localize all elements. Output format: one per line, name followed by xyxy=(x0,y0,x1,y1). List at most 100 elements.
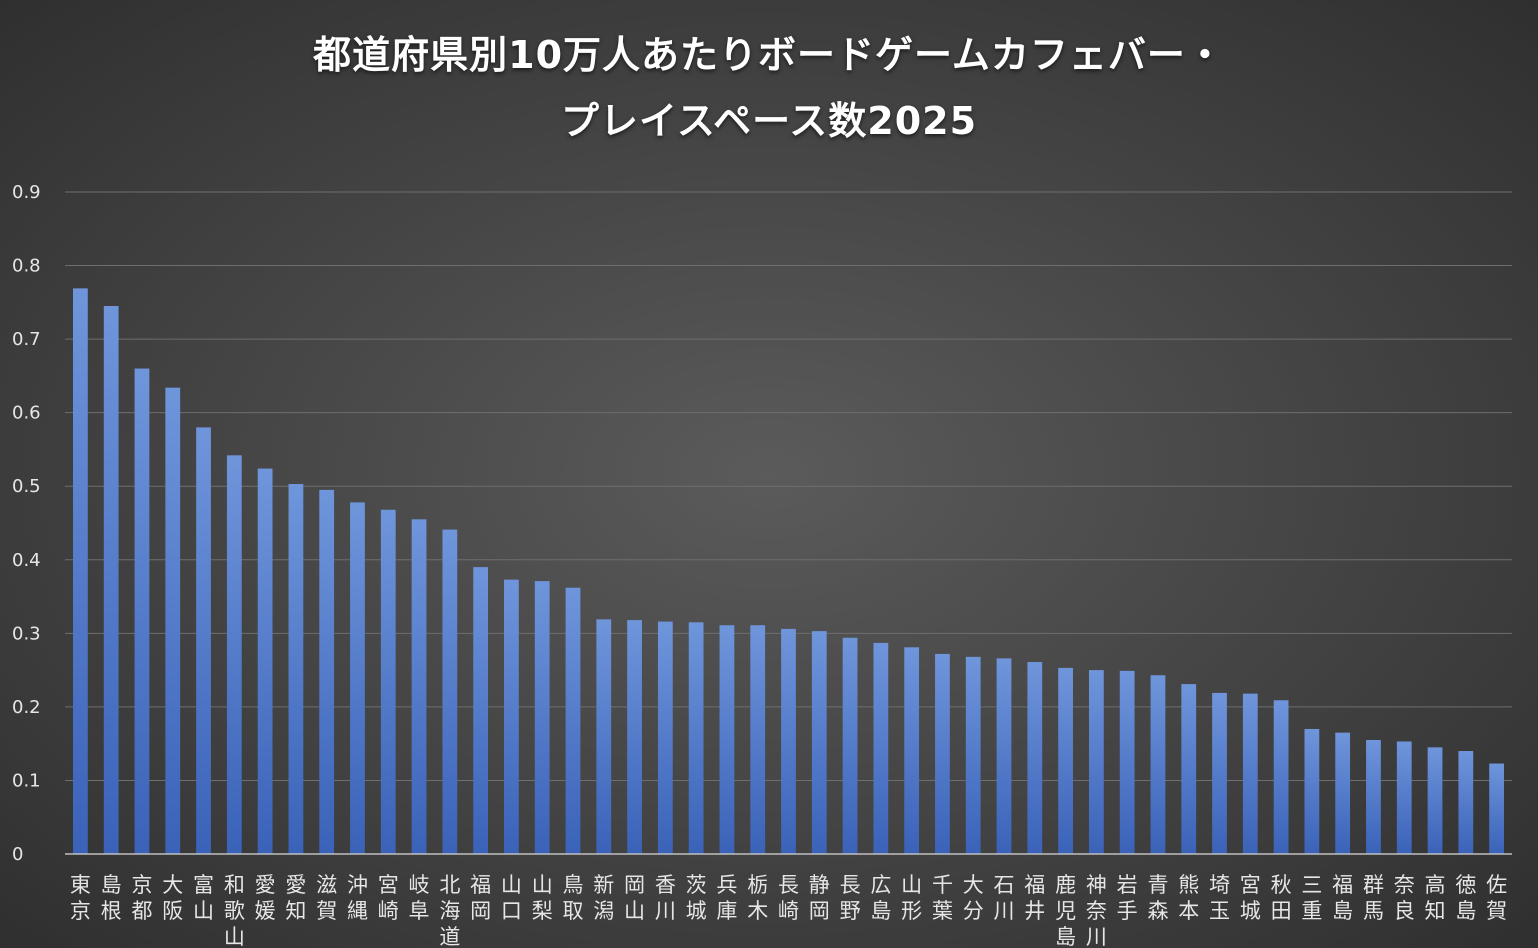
x-tick-label: 岐阜 xyxy=(409,873,430,923)
bar-高知 xyxy=(1427,747,1443,854)
bar-青森 xyxy=(1150,675,1166,854)
x-tick-label: 大阪 xyxy=(162,873,183,923)
x-tick-label: 三重 xyxy=(1301,873,1322,923)
x-tick-label: 滋賀 xyxy=(316,873,337,923)
bar-茨城 xyxy=(688,622,704,854)
bar-沖縄 xyxy=(350,502,365,854)
x-tick-label: 高知 xyxy=(1425,873,1446,923)
x-tick-label: 広島 xyxy=(870,873,891,923)
bar-岐阜 xyxy=(411,519,427,854)
bar-熊本 xyxy=(1181,684,1197,854)
bar-長崎 xyxy=(781,628,796,854)
x-tick-label: 富山 xyxy=(193,873,214,923)
bar-秋田 xyxy=(1273,700,1289,854)
bar-岩手 xyxy=(1119,670,1135,854)
x-tick-label: 大分 xyxy=(963,873,984,923)
bar-栃木 xyxy=(750,625,766,854)
x-tick-label: 岡山 xyxy=(624,873,645,923)
y-tick-label: 0.6 xyxy=(12,403,41,424)
x-tick-label: 神奈川 xyxy=(1086,873,1107,948)
x-tick-label: 宮城 xyxy=(1240,873,1261,923)
bar-愛媛 xyxy=(257,468,273,854)
y-tick-label: 0.8 xyxy=(12,256,41,277)
bar-香川 xyxy=(657,621,673,854)
bar-千葉 xyxy=(935,653,950,854)
y-tick-label: 0.1 xyxy=(12,770,41,791)
bars xyxy=(73,288,1504,854)
chart-title-line-2: プレイスペース数2025 xyxy=(560,99,978,143)
bar-佐賀 xyxy=(1489,763,1504,854)
bar-岡山 xyxy=(627,620,642,854)
x-tick-label: 山口 xyxy=(501,873,522,923)
bar-福井 xyxy=(1027,662,1043,854)
x-tick-label: 岩手 xyxy=(1117,873,1138,923)
y-tick-label: 0.9 xyxy=(12,182,41,203)
x-tick-label: 静岡 xyxy=(809,873,830,923)
bar-宮崎 xyxy=(380,509,396,854)
x-tick-label: 群馬 xyxy=(1363,873,1384,923)
bar-徳島 xyxy=(1458,751,1474,854)
bar-群馬 xyxy=(1366,739,1381,854)
bar-愛知 xyxy=(288,484,304,854)
x-tick-label: 新潟 xyxy=(593,873,614,923)
y-tick-label: 0.7 xyxy=(12,329,41,350)
x-tick-label: 福島 xyxy=(1332,873,1353,923)
x-tick-label: 山形 xyxy=(901,873,922,923)
x-tick-label: 東京 xyxy=(70,873,91,923)
bar-広島 xyxy=(873,642,889,854)
bar-山形 xyxy=(904,647,920,854)
x-tick-label: 佐賀 xyxy=(1486,873,1507,923)
x-tick-label: 石川 xyxy=(994,873,1015,923)
x-tick-label: 徳島 xyxy=(1455,873,1476,923)
bar-長野 xyxy=(842,637,858,854)
y-tick-label: 0.4 xyxy=(12,550,41,571)
bar-石川 xyxy=(996,658,1012,854)
x-tick-label: 栃木 xyxy=(747,873,768,923)
x-tick-label: 福井 xyxy=(1024,873,1045,923)
x-tick-label: 京都 xyxy=(131,873,152,923)
bar-神奈川 xyxy=(1088,670,1104,854)
x-tick-label: 鳥取 xyxy=(562,873,583,923)
bar-大阪 xyxy=(165,387,181,854)
y-tick-label: 0.2 xyxy=(12,697,41,718)
x-tick-label: 千葉 xyxy=(932,873,953,923)
x-tick-label: 埼玉 xyxy=(1209,873,1230,923)
bar-兵庫 xyxy=(719,625,735,854)
bar-東京 xyxy=(73,288,88,854)
bar-静岡 xyxy=(811,631,827,854)
x-tick-label: 奈良 xyxy=(1394,873,1415,923)
bar-新潟 xyxy=(596,619,612,854)
x-tick-label: 島根 xyxy=(101,873,122,923)
bar-和歌山 xyxy=(226,455,242,854)
bar-京都 xyxy=(134,368,150,854)
bar-埼玉 xyxy=(1212,692,1227,854)
x-tick-label: 青森 xyxy=(1147,873,1168,923)
chart-title: 都道府県別10万人あたりボードゲームカフェバー・ プレイスペース数2025 xyxy=(0,22,1538,154)
y-tick-label: 0.3 xyxy=(12,623,41,644)
x-axis-ticks: 東京島根京都大阪富山和歌山愛媛愛知滋賀沖縄宮崎岐阜北海道福岡山口山梨鳥取新潟岡山… xyxy=(70,873,1507,948)
x-tick-label: 長崎 xyxy=(778,873,799,923)
x-tick-label: 山梨 xyxy=(532,873,553,923)
bar-富山 xyxy=(196,427,211,854)
bar-山梨 xyxy=(534,581,550,854)
x-tick-label: 鹿児島 xyxy=(1055,873,1076,948)
bar-鳥取 xyxy=(565,587,581,854)
x-tick-label: 宮崎 xyxy=(378,873,399,923)
bar-島根 xyxy=(103,306,119,854)
x-tick-label: 北海道 xyxy=(439,873,460,948)
chart-title-line-1: 都道府県別10万人あたりボードゲームカフェバー・ xyxy=(313,33,1225,77)
bar-福岡 xyxy=(473,567,489,854)
bar-三重 xyxy=(1304,728,1320,854)
bar-鹿児島 xyxy=(1058,667,1073,854)
x-tick-label: 茨城 xyxy=(686,873,707,923)
x-tick-label: 熊本 xyxy=(1178,873,1199,923)
bar-北海道 xyxy=(442,529,458,854)
x-tick-label: 福岡 xyxy=(470,873,491,923)
x-tick-label: 沖縄 xyxy=(347,873,368,923)
bar-滋賀 xyxy=(319,489,335,854)
bar-山口 xyxy=(504,579,519,854)
x-tick-label: 愛媛 xyxy=(255,873,276,923)
y-axis-ticks: 0 0.1 0.2 0.3 0.4 0.5 0.6 0.7 0.8 0.9 xyxy=(12,182,41,865)
x-tick-label: 和歌山 xyxy=(224,873,245,948)
